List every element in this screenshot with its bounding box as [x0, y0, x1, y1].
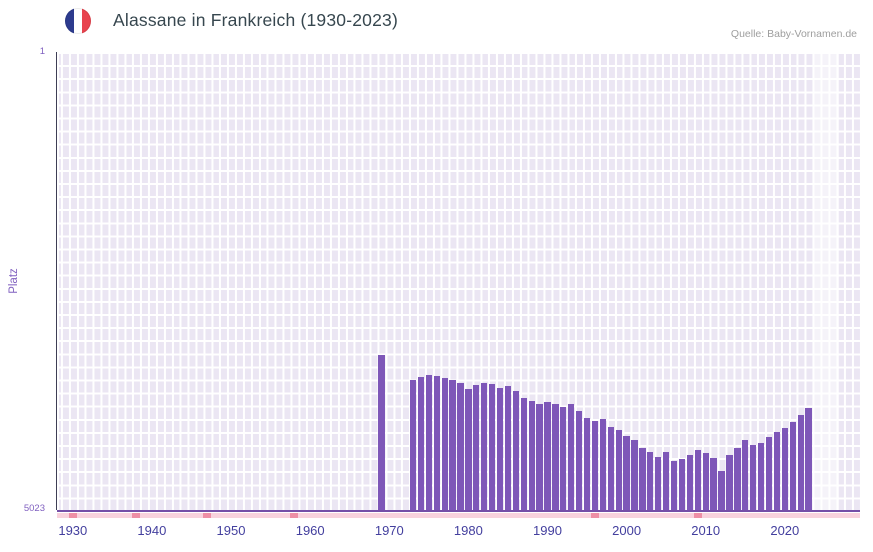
x-axis-labels: 1930 1940 1950 1960 1970 1980 1990 2000 2010 2020: [57, 523, 860, 540]
y-axis-title: Platz: [8, 268, 20, 294]
rank-bar-2018: [765, 436, 773, 510]
rank-bar-1980: [465, 389, 472, 510]
unranked-mark-1930: [68, 513, 77, 518]
rank-bar-1988: [528, 401, 535, 510]
rank-bar-1996: [591, 421, 599, 510]
rank-bar-2015: [742, 440, 749, 510]
x-axis-line: [57, 510, 860, 512]
unranked-mark-1958: [290, 513, 299, 518]
rank-bar-2012: [718, 470, 725, 510]
unranked-mark-1938: [132, 513, 141, 518]
rank-bar-2000: [623, 435, 630, 510]
rank-bar-1978: [449, 380, 456, 510]
x-tick-1930: 1930: [58, 523, 88, 538]
recent-year-highlight-band: [814, 52, 839, 510]
rank-bar-2006: [670, 461, 678, 510]
y-axis-bottom-label: 5023: [23, 503, 45, 514]
rank-bar-2009: [694, 450, 701, 510]
rank-bar-1997: [599, 419, 607, 510]
rank-bar-1991: [552, 403, 559, 510]
x-tick-2020: 2020: [770, 523, 800, 538]
france-flag-icon: [65, 8, 91, 34]
rank-bar-2002: [639, 447, 646, 510]
chart-title: Alassane in Frankreich (1930-2023): [113, 10, 399, 30]
rank-bar-1969: [378, 354, 385, 510]
rank-bar-2005: [663, 452, 670, 510]
rank-bar-1989: [536, 403, 543, 510]
unranked-mark-2009: [693, 513, 702, 518]
rank-bar-2016: [750, 445, 757, 510]
unranked-mark-1996: [591, 513, 599, 518]
rank-bar-1982: [481, 383, 488, 510]
rank-bar-2001: [631, 439, 638, 510]
unranked-band: [57, 513, 860, 518]
x-tick-1970: 1970: [374, 523, 404, 538]
y-axis-top-label: 1: [39, 46, 45, 57]
rank-bar-2003: [647, 452, 654, 510]
rank-bar-1986: [512, 391, 520, 510]
rank-bar-1994: [575, 411, 583, 510]
x-tick-2000: 2000: [612, 523, 642, 538]
rank-bar-1995: [583, 417, 591, 510]
rank-bar-1999: [615, 430, 622, 510]
rank-bar-2011: [710, 457, 717, 510]
x-tick-1940: 1940: [137, 523, 167, 538]
x-tick-2010: 2010: [691, 523, 721, 538]
rank-bar-1990: [544, 402, 551, 510]
y-axis-line: [56, 52, 57, 510]
unranked-mark-1947: [203, 513, 212, 518]
rank-bar-1984: [496, 388, 504, 510]
plot-area: [57, 52, 860, 510]
rank-bar-2017: [757, 443, 765, 510]
x-tick-1980: 1980: [453, 523, 483, 538]
rank-bar-1975: [425, 374, 432, 510]
rank-bar-2013: [726, 455, 733, 510]
rank-bar-2020: [781, 427, 788, 510]
rank-bar-1987: [520, 397, 527, 510]
rank-bar-1993: [568, 403, 575, 510]
rank-bar-2022: [797, 414, 804, 510]
rank-bar-2019: [773, 432, 781, 510]
rank-bar-2007: [678, 458, 686, 510]
rank-bar-2004: [655, 456, 662, 510]
source-attribution: Quelle: Baby-Vornamen.de: [730, 28, 857, 40]
rank-bar-1983: [488, 383, 496, 510]
rank-bar-1992: [560, 406, 567, 510]
rank-bar-1974: [417, 376, 425, 510]
x-tick-1950: 1950: [216, 523, 246, 538]
rank-bar-2021: [789, 422, 796, 510]
x-tick-1990: 1990: [533, 523, 562, 538]
x-tick-1960: 1960: [295, 523, 325, 538]
rank-bar-2023: [805, 407, 812, 510]
rank-bar-1979: [457, 383, 464, 510]
rank-bar-2008: [686, 455, 694, 510]
rank-bar-1981: [473, 384, 480, 510]
rank-bar-2010: [702, 453, 709, 510]
rank-bar-1985: [504, 385, 512, 510]
rank-bar-1977: [441, 377, 448, 510]
rank-bar-2014: [734, 447, 741, 510]
rank-bar-1973: [409, 380, 417, 510]
rank-bar-1976: [433, 375, 440, 510]
rank-bar-1998: [607, 426, 614, 510]
